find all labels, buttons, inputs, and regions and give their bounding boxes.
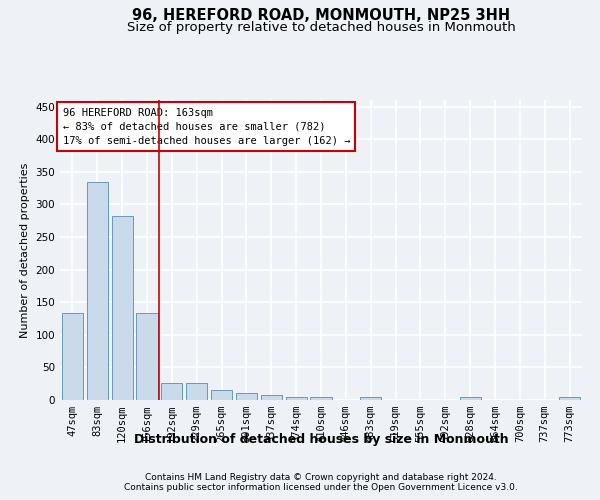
- Bar: [236, 393, 257, 400]
- Bar: [136, 314, 158, 400]
- Bar: [559, 398, 580, 400]
- Text: Distribution of detached houses by size in Monmouth: Distribution of detached houses by size …: [134, 432, 508, 446]
- Bar: [261, 396, 282, 400]
- Text: Size of property relative to detached houses in Monmouth: Size of property relative to detached ho…: [127, 22, 515, 35]
- Bar: [161, 383, 182, 400]
- Bar: [286, 396, 307, 400]
- Bar: [112, 216, 133, 400]
- Bar: [310, 398, 332, 400]
- Text: Contains HM Land Registry data © Crown copyright and database right 2024.: Contains HM Land Registry data © Crown c…: [145, 472, 497, 482]
- Bar: [211, 390, 232, 400]
- Bar: [460, 398, 481, 400]
- Bar: [186, 383, 207, 400]
- Bar: [87, 182, 108, 400]
- Bar: [62, 314, 83, 400]
- Y-axis label: Number of detached properties: Number of detached properties: [20, 162, 30, 338]
- Text: 96, HEREFORD ROAD, MONMOUTH, NP25 3HH: 96, HEREFORD ROAD, MONMOUTH, NP25 3HH: [132, 8, 510, 22]
- Bar: [360, 398, 381, 400]
- Text: 96 HEREFORD ROAD: 163sqm
← 83% of detached houses are smaller (782)
17% of semi-: 96 HEREFORD ROAD: 163sqm ← 83% of detach…: [62, 108, 350, 146]
- Text: Contains public sector information licensed under the Open Government Licence v3: Contains public sector information licen…: [124, 484, 518, 492]
